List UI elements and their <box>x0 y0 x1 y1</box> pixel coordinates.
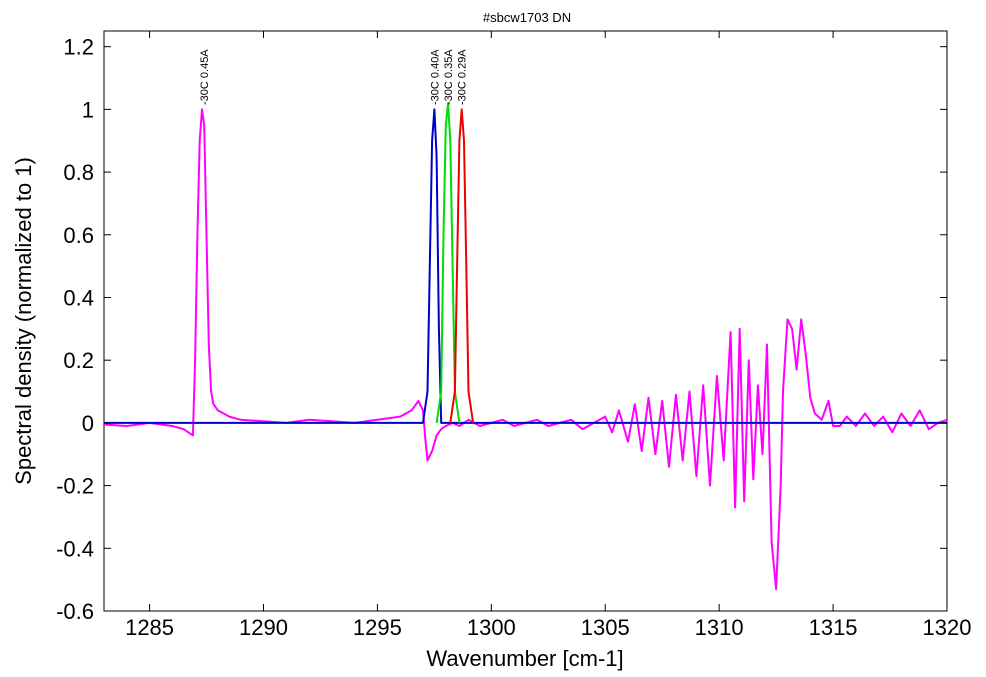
x-tick-label: 1310 <box>695 615 744 640</box>
y-tick-label: 0 <box>82 411 94 436</box>
plot-frame <box>103 30 948 612</box>
tick-layer: 1285 1290 1295 1300 1305 1310 1315 1320 -0.6 -0.4… <box>56 31 971 640</box>
x-tick-label: 1320 <box>923 615 972 640</box>
x-tick-label: 1285 <box>125 615 174 640</box>
x-tick-label: 1295 <box>353 615 402 640</box>
series-line-2 <box>104 108 947 424</box>
peak-annotation: -30C 0.45A <box>199 49 211 105</box>
peak-annotation: -30C 0.29A <box>457 49 469 105</box>
y-tick-label: -0.6 <box>56 599 94 624</box>
x-tick-label: 1305 <box>581 615 630 640</box>
y-axis-label: Spectral density (normalized to 1) <box>11 157 36 485</box>
x-axis-label: Wavenumber [cm-1] <box>426 646 623 671</box>
y-tick-label: 0.2 <box>63 348 94 373</box>
chart-title: #sbcw1703 DN <box>483 10 571 25</box>
series-line-4 <box>449 108 475 424</box>
x-tick-label: 1300 <box>467 615 516 640</box>
peak-annotation: -30C 0.35A <box>443 49 455 105</box>
y-tick-label: 0.8 <box>63 160 94 185</box>
y-tick-label: 0.4 <box>63 285 94 310</box>
x-tick-label: 1290 <box>239 615 288 640</box>
series-line-1 <box>104 108 947 591</box>
y-tick-label: 1.2 <box>63 35 94 60</box>
y-tick-label: -0.2 <box>56 474 94 499</box>
x-tick-label: 1315 <box>809 615 858 640</box>
y-tick-label: 1 <box>82 97 94 122</box>
peak-annotation: -30C 0.40A <box>429 49 441 105</box>
series-line-3 <box>435 102 461 424</box>
annotation-layer: -30C 0.45A -30C 0.40A -30C 0.35A -30C 0.29A <box>199 49 469 105</box>
y-tick-label: 0.6 <box>63 223 94 248</box>
series-layer <box>104 102 947 591</box>
y-tick-label: -0.4 <box>56 536 94 561</box>
